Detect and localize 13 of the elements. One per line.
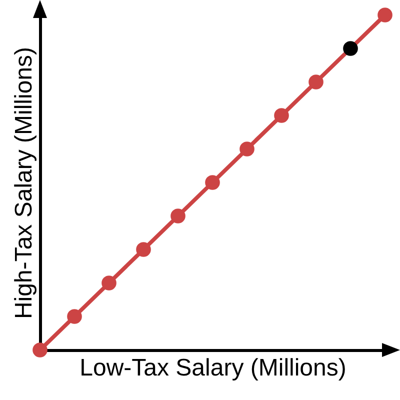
point	[308, 74, 324, 90]
point	[32, 342, 48, 358]
point	[274, 108, 289, 123]
point	[343, 41, 358, 56]
x-axis-title: Low-Tax Salary (Millions)	[80, 354, 346, 382]
point	[102, 276, 116, 290]
point	[136, 242, 151, 257]
point	[170, 208, 186, 224]
point	[378, 8, 392, 22]
point	[205, 175, 220, 190]
point	[240, 142, 254, 156]
y-axis-title: High-Tax Salary (Millions)	[10, 46, 38, 320]
point	[67, 309, 82, 324]
